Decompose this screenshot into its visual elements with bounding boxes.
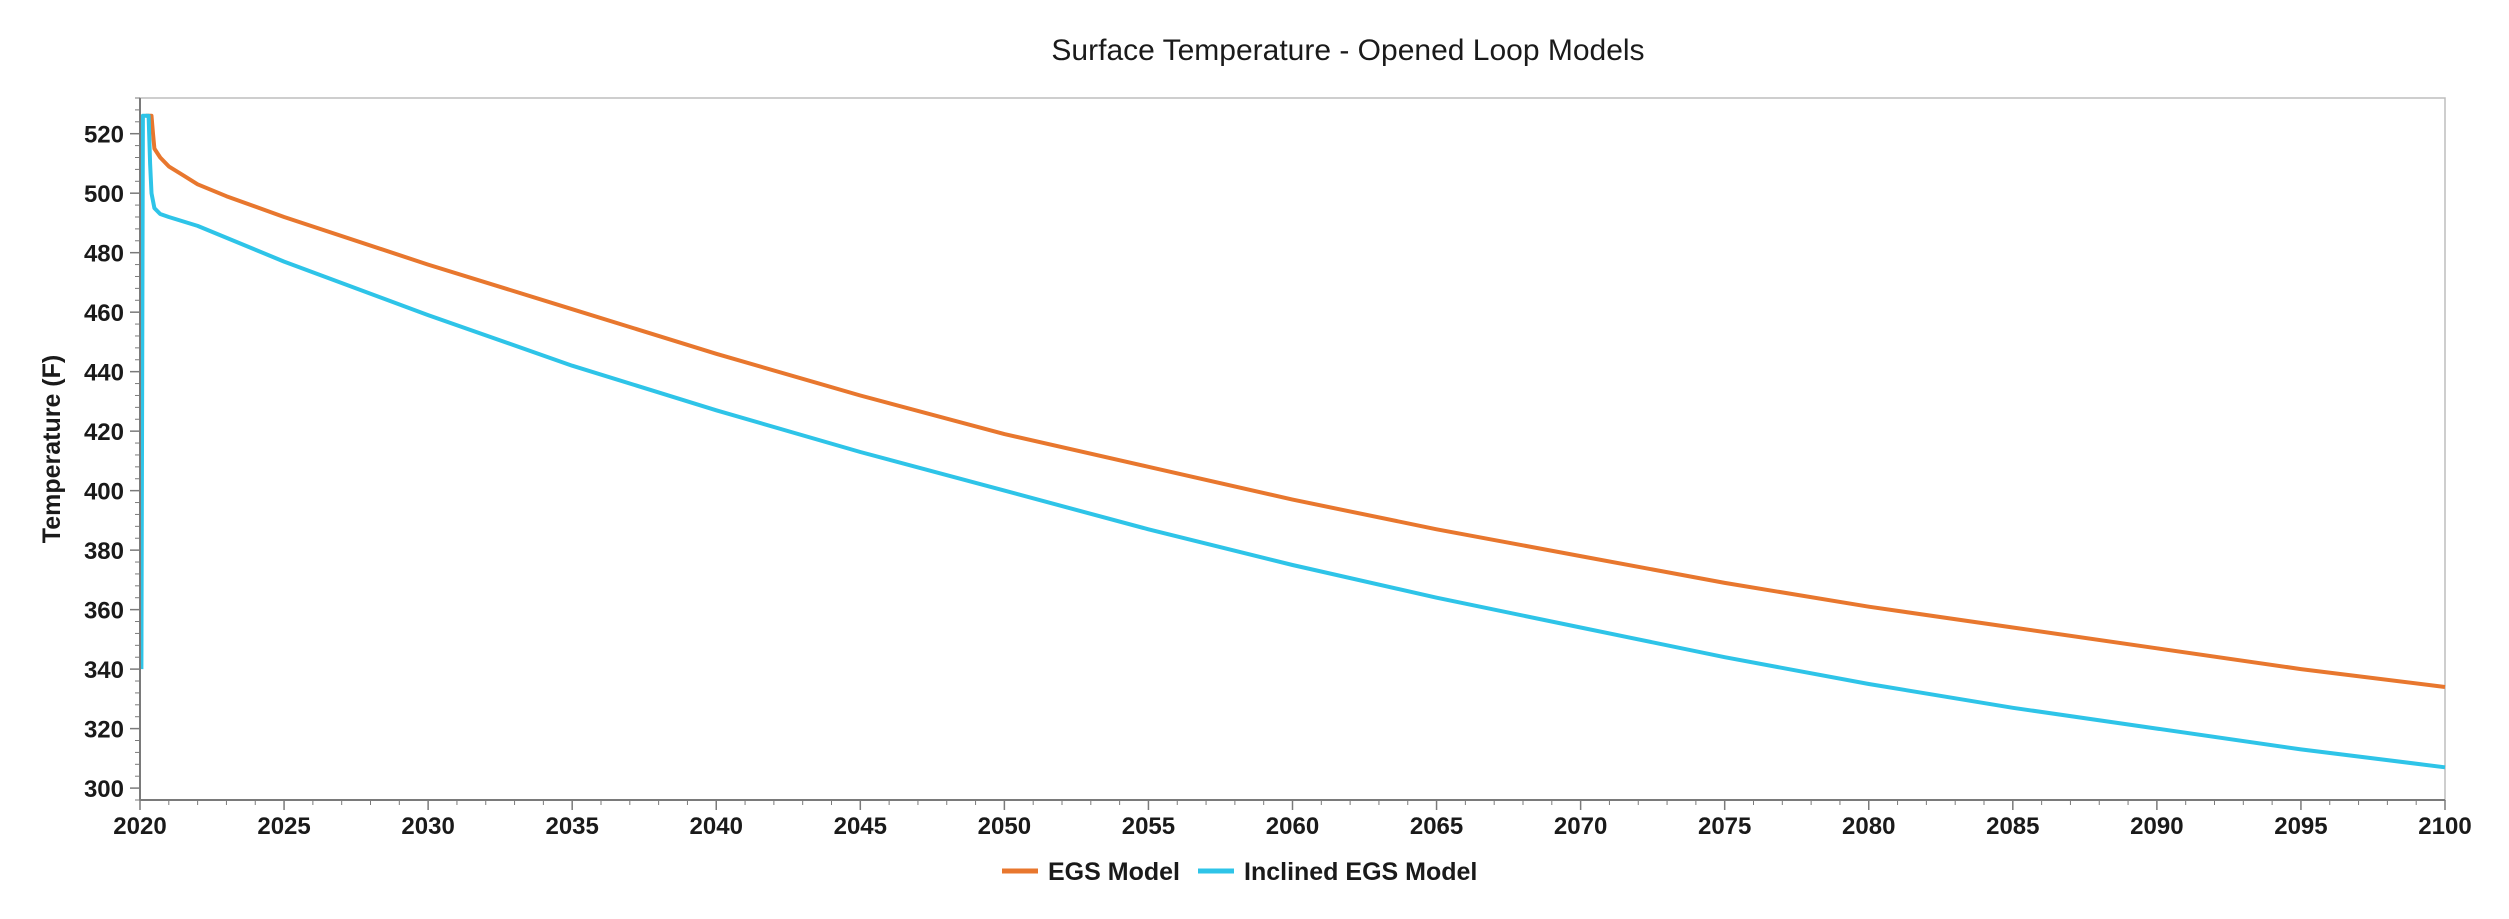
y-tick-label: 300 bbox=[84, 776, 124, 803]
x-tick-label: 2040 bbox=[690, 813, 743, 840]
y-axis-label: Temperature (F) bbox=[38, 355, 66, 543]
x-tick-label: 2060 bbox=[1266, 813, 1319, 840]
y-tick-label: 380 bbox=[84, 538, 124, 565]
x-tick-label: 2070 bbox=[1554, 813, 1607, 840]
x-tick-label: 2090 bbox=[2130, 813, 2183, 840]
y-tick-label: 500 bbox=[84, 181, 124, 208]
y-tick-label: 320 bbox=[84, 717, 124, 744]
x-tick-label: 2035 bbox=[545, 813, 598, 840]
x-axis-ticks: 2020 2025 2030 2035 2040 2045 2050 2055 2060 2065… bbox=[113, 800, 2472, 840]
x-tick-label: 2050 bbox=[978, 813, 1031, 840]
y-tick-label: 480 bbox=[84, 241, 124, 268]
x-tick-label: 2100 bbox=[2418, 813, 2471, 840]
y-axis-ticks: 300 320 340 360 380 400 420 440 460 480 500 520 bbox=[84, 97, 140, 803]
x-tick-label: 2045 bbox=[834, 813, 887, 840]
x-tick-label: 2080 bbox=[1842, 813, 1895, 840]
y-tick-label: 340 bbox=[84, 657, 124, 684]
x-tick-label: 2025 bbox=[257, 813, 310, 840]
y-tick-label: 440 bbox=[84, 360, 124, 387]
x-tick-label: 2075 bbox=[1698, 813, 1751, 840]
y-tick-label: 520 bbox=[84, 122, 124, 149]
plot-area bbox=[139, 97, 2446, 801]
x-tick-label: 2095 bbox=[2274, 813, 2327, 840]
y-tick-label: 420 bbox=[84, 419, 124, 446]
y-tick-label: 360 bbox=[84, 598, 124, 625]
y-tick-label: 400 bbox=[84, 479, 124, 506]
y-tick-label: 460 bbox=[84, 300, 124, 327]
x-tick-label: 2085 bbox=[1986, 813, 2039, 840]
legend: EGS Model Inclined EGS Model bbox=[1002, 858, 1477, 886]
series-layer bbox=[139, 113, 2446, 770]
series-line-2 bbox=[139, 113, 2446, 770]
legend-label: EGS Model bbox=[1048, 858, 1180, 886]
x-tick-label: 2030 bbox=[401, 813, 454, 840]
x-tick-label: 2020 bbox=[113, 813, 166, 840]
legend-label: Inclined EGS Model bbox=[1244, 858, 1477, 886]
chart-title: Surface Temperature - Opened Loop Models bbox=[1051, 34, 1644, 67]
series-line-1 bbox=[145, 113, 2446, 689]
x-tick-label: 2055 bbox=[1122, 813, 1175, 840]
x-tick-label: 2065 bbox=[1410, 813, 1463, 840]
